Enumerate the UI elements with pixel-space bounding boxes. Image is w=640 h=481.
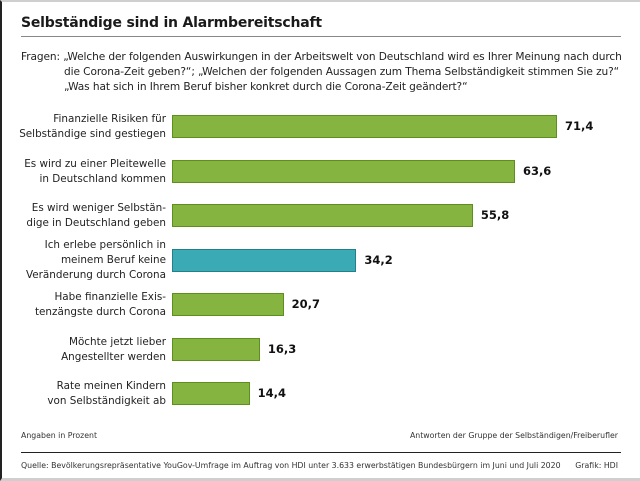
value-label: 71,4: [565, 119, 594, 133]
category-label-line: Möchte jetzt lieber: [68, 335, 166, 348]
question-line-3: „Was hat sich in Ihrem Beruf bisher konk…: [64, 81, 468, 93]
category-label: Möchte jetzt lieber Angestellter werden: [61, 335, 166, 365]
category-label-line: meinem Beruf keine: [60, 254, 166, 266]
category-label: Habe finanzielle Exis-tenzängste durch C…: [35, 290, 166, 320]
credit-note: Grafik: HDI: [575, 461, 618, 470]
category-label-line: dige in Deutschland geben: [26, 216, 166, 229]
bar: [172, 160, 515, 183]
category-label-line: Finanzielle Risiken für: [53, 112, 166, 125]
unit-note: Angaben in Prozent: [21, 431, 98, 440]
value-label: 14,4: [257, 386, 287, 400]
question-line-2: die Corona-Zeit geben?“; „Welchen der fo…: [64, 66, 620, 78]
bar: [172, 382, 250, 405]
value-label: 34,2: [364, 253, 393, 267]
title-divider: [21, 36, 621, 37]
bar: [172, 204, 473, 227]
category-label: Es wird zu einer Pleitewelle in Deutschla…: [24, 157, 166, 187]
value-label: 20,7: [291, 297, 320, 311]
category-label-line: von Selbständigkeit ab: [47, 394, 166, 407]
category-label: Ich erlebe persönlich in meinem Beruf kei…: [26, 238, 166, 283]
category-label-line: Ich erlebe persönlich in: [44, 239, 166, 251]
category-label-line: in Deutschland kommen: [39, 172, 166, 185]
category-label: Es wird weniger Selbstän-dige in Deutsch…: [26, 201, 166, 231]
category-label: Rate meinen Kindern von Selbständigkeit a…: [47, 379, 166, 409]
category-label-line: Es wird zu einer Pleitewelle: [24, 157, 166, 170]
chart-title: Selbständige sind in Alarmbereitschaft: [21, 15, 322, 31]
bar-highlight: [172, 249, 357, 272]
value-label: 16,3: [267, 342, 297, 356]
value-label: 63,6: [522, 164, 552, 178]
category-label-line: Veränderung durch Corona: [25, 269, 166, 281]
category-label-line: Rate meinen Kindern: [56, 379, 166, 392]
category-label-line: tenzängste durch Corona: [34, 305, 166, 318]
bar: [172, 115, 557, 138]
bar: [172, 293, 284, 316]
group-note: Antworten der Gruppe der Selbständigen/F…: [409, 431, 618, 440]
footer-divider: [21, 452, 621, 453]
bar: [172, 338, 260, 361]
category-label-line: Habe finanzielle Exis-: [54, 290, 166, 303]
category-label-line: Es wird weniger Selbstän-: [31, 201, 166, 214]
source-note: Quelle: Bevölkerungsrepräsentative YouGo…: [21, 461, 561, 470]
category-label-line: Selbständige sind gestiegen: [19, 127, 166, 140]
category-label: Finanzielle Risiken für Selbständige sind…: [19, 112, 166, 142]
question-line-1: Fragen: „Welche der folgenden Auswirkung…: [21, 51, 622, 63]
category-label-line: Angestellter werden: [61, 350, 166, 363]
value-label: 55,8: [480, 208, 510, 222]
